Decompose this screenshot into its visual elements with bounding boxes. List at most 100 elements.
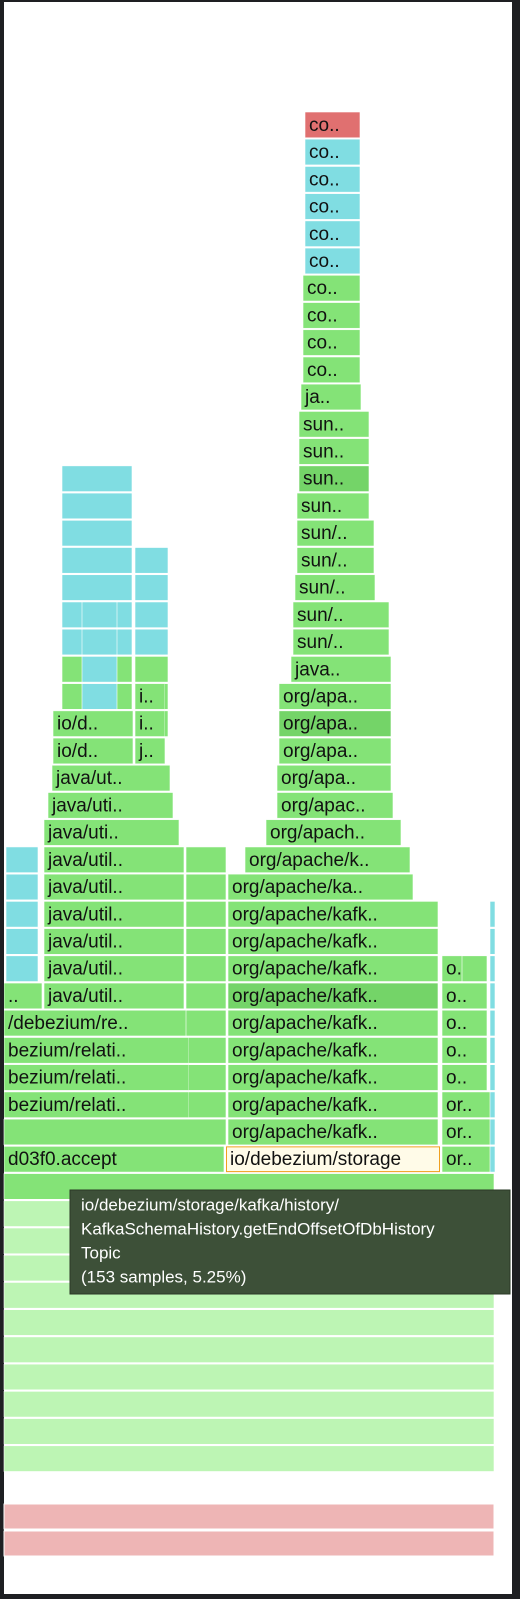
frame-box bbox=[228, 1064, 438, 1091]
frame[interactable]: d03f0.accept bbox=[4, 1146, 224, 1173]
frame[interactable]: co.. bbox=[303, 356, 360, 383]
tooltip-line: KafkaSchemaHistory.getEndOffsetOfDbHisto… bbox=[81, 1219, 435, 1238]
frame[interactable]: bezium/relati.. bbox=[4, 1064, 189, 1091]
frame[interactable]: java/util.. bbox=[44, 928, 184, 955]
frame[interactable]: sun/.. bbox=[293, 601, 389, 628]
frame[interactable]: org/apache/kafk.. bbox=[228, 1091, 438, 1118]
frame[interactable]: org/apa.. bbox=[277, 765, 391, 792]
frame-label: org/apa.. bbox=[283, 686, 358, 707]
frame-block bbox=[489, 928, 496, 955]
frame[interactable]: i.. bbox=[135, 683, 165, 710]
frame-label: org/apache/kafk.. bbox=[232, 1013, 378, 1034]
frame[interactable]: sun/.. bbox=[293, 629, 389, 655]
frame[interactable]: org/apache/kafk.. bbox=[228, 1037, 438, 1064]
frame[interactable]: org/apache/ka.. bbox=[228, 874, 413, 900]
frame[interactable]: java/uti.. bbox=[48, 792, 173, 819]
frame[interactable]: java/util.. bbox=[44, 955, 184, 982]
frame[interactable]: org/apach.. bbox=[266, 819, 401, 846]
frame[interactable]: co.. bbox=[305, 166, 360, 193]
frame[interactable]: co.. bbox=[305, 248, 360, 274]
frame[interactable]: or.. bbox=[442, 1091, 490, 1118]
frame[interactable]: bezium/relati.. bbox=[4, 1037, 189, 1064]
frame[interactable]: java/util.. bbox=[44, 901, 184, 928]
frame-block bbox=[134, 628, 169, 656]
frame[interactable]: o.. bbox=[442, 1037, 487, 1064]
frame[interactable]: o.. bbox=[442, 1064, 487, 1091]
frame[interactable]: i.. bbox=[135, 710, 165, 737]
frame[interactable]: org/apac.. bbox=[277, 792, 393, 819]
frame[interactable]: org/apa.. bbox=[279, 738, 391, 764]
frame-label: org/apa.. bbox=[281, 768, 356, 789]
frame-block bbox=[489, 1146, 496, 1173]
frame[interactable]: org/apa.. bbox=[279, 710, 391, 737]
frame-label: or.. bbox=[446, 1149, 472, 1170]
frame-label: org/apac.. bbox=[281, 795, 366, 816]
frame[interactable]: org/apache/kafk.. bbox=[228, 901, 438, 928]
frame[interactable]: sun.. bbox=[297, 493, 369, 519]
frame[interactable]: io/d.. bbox=[53, 710, 133, 737]
tooltip-line: (153 samples, 5.25%) bbox=[81, 1267, 246, 1286]
frame-box bbox=[305, 220, 360, 247]
frame[interactable]: org/apache/kafk.. bbox=[228, 983, 438, 1009]
frame-box bbox=[48, 792, 173, 819]
frame-box bbox=[4, 1091, 189, 1118]
frame[interactable]: java/util.. bbox=[44, 846, 184, 873]
frame-block bbox=[185, 955, 227, 982]
frame-box bbox=[303, 275, 360, 302]
tooltip-line: io/debezium/storage/kafka/history/ bbox=[81, 1195, 339, 1214]
frame[interactable]: org/apache/kafk.. bbox=[228, 1064, 438, 1091]
frame[interactable]: o.. bbox=[442, 983, 487, 1009]
frame[interactable]: sun.. bbox=[299, 411, 369, 438]
frame-box bbox=[44, 955, 184, 982]
frame[interactable]: co.. bbox=[305, 139, 360, 165]
frame[interactable]: sun/.. bbox=[295, 574, 375, 601]
frame[interactable]: j.. bbox=[135, 738, 165, 764]
frame[interactable]: org/apache/kafk.. bbox=[228, 955, 438, 982]
frame[interactable]: org/apache/kafk.. bbox=[228, 1119, 438, 1145]
frame-box bbox=[4, 1037, 189, 1064]
frame[interactable]: java/util.. bbox=[44, 983, 184, 1009]
frame[interactable]: bezium/relati.. bbox=[4, 1091, 189, 1118]
frame-label: org/apache/kafk.. bbox=[232, 986, 378, 1007]
frame[interactable]: org/apache/kafk.. bbox=[228, 928, 438, 955]
frame-label: org/apache/kafk.. bbox=[232, 959, 378, 980]
frame[interactable]: java/ut.. bbox=[52, 765, 170, 792]
frame[interactable]: sun/.. bbox=[297, 520, 374, 547]
frame-box bbox=[228, 983, 438, 1009]
frame[interactable]: co.. bbox=[303, 329, 360, 356]
frame[interactable]: sun.. bbox=[299, 465, 369, 492]
frame-box bbox=[305, 193, 360, 220]
frame[interactable]: sun.. bbox=[299, 438, 369, 465]
frame[interactable]: or.. bbox=[442, 1146, 490, 1173]
frame[interactable]: co.. bbox=[303, 302, 360, 329]
frame[interactable]: co.. bbox=[305, 193, 360, 220]
frame[interactable]: o.. bbox=[442, 1010, 487, 1036]
frame[interactable]: io/debezium/storage bbox=[226, 1146, 440, 1173]
frame[interactable]: java.. bbox=[291, 656, 391, 683]
frame[interactable]: /debezium/re.. bbox=[4, 1010, 186, 1036]
frame-box bbox=[442, 1010, 487, 1036]
frame[interactable]: .. bbox=[4, 983, 42, 1009]
frame[interactable]: org/apache/k.. bbox=[245, 846, 410, 873]
frame[interactable]: sun/.. bbox=[297, 547, 374, 574]
frame[interactable]: io/d.. bbox=[53, 738, 133, 764]
frame[interactable]: co.. bbox=[303, 275, 360, 302]
frame[interactable]: java/uti.. bbox=[44, 819, 179, 846]
frame[interactable]: or.. bbox=[442, 1119, 490, 1145]
frame-block bbox=[3, 1391, 495, 1418]
frame[interactable]: co.. bbox=[305, 112, 360, 138]
frame[interactable]: org/apa.. bbox=[279, 683, 391, 710]
frame-block bbox=[81, 683, 118, 710]
frame[interactable]: co.. bbox=[305, 220, 360, 247]
frame[interactable]: ja.. bbox=[301, 384, 361, 410]
frame-box bbox=[303, 329, 360, 356]
frame-block bbox=[134, 547, 169, 574]
frame-label: co.. bbox=[309, 251, 340, 272]
frame-block bbox=[5, 955, 39, 982]
frame[interactable]: org/apache/kafk.. bbox=[228, 1010, 438, 1036]
frame[interactable]: o.. bbox=[442, 955, 467, 982]
frame-box bbox=[301, 384, 361, 410]
frame[interactable]: java/util.. bbox=[44, 874, 184, 900]
frame-box bbox=[442, 955, 462, 982]
frame-label: org/apache/kafk.. bbox=[232, 931, 378, 952]
